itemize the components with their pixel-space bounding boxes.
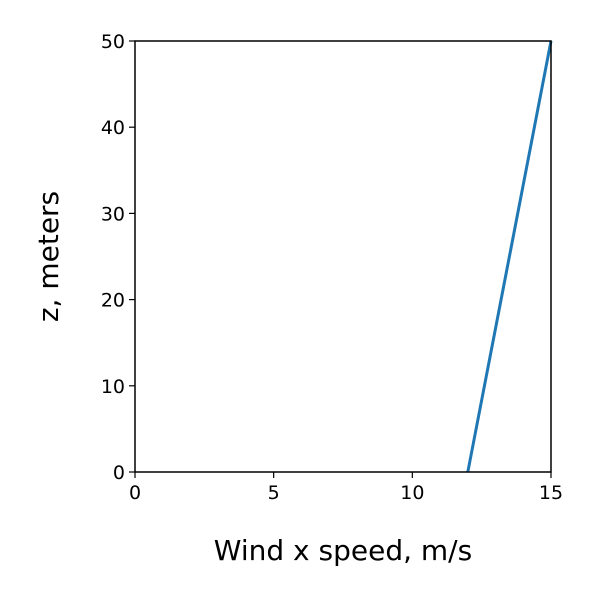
x-tick-label: 0 [129, 482, 141, 504]
plot-area [135, 41, 551, 472]
x-axis-label: Wind x speed, m/s [214, 534, 472, 567]
y-axis-ticks: 0 10 20 30 40 50 [101, 31, 135, 484]
x-tick-label: 10 [400, 482, 424, 504]
series-layer [466, 40, 553, 473]
x-tick-label: 5 [268, 482, 280, 504]
y-tick-label: 30 [101, 203, 125, 225]
y-tick-label: 0 [113, 462, 125, 484]
plot-frame [134, 40, 552, 473]
x-axis-ticks: 0 5 10 15 [129, 472, 563, 504]
y-tick-label: 20 [101, 290, 125, 312]
y-tick-label: 40 [101, 117, 125, 139]
y-axis-label: z, meters [32, 191, 65, 322]
y-tick-label: 10 [101, 376, 125, 398]
y-tick-label: 50 [101, 31, 125, 53]
x-tick-label: 15 [539, 482, 563, 504]
series-line-0 [466, 40, 553, 473]
